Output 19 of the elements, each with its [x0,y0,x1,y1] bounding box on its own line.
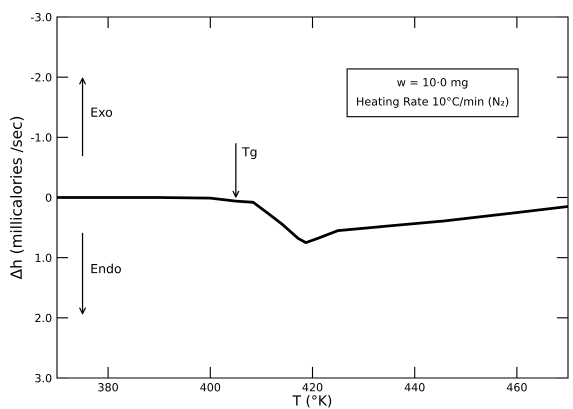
annotation: Tg [242,147,256,160]
y-axis-title: Δh (millicalories /sec) [10,116,24,280]
y-tick-label: 1.0 [36,254,52,262]
y-tick-label: 2.0 [35,314,52,322]
x-tick-label: 440 [404,383,425,392]
annotation: Endo [91,264,121,274]
x-tick-label: 380 [98,383,118,392]
annotation: w = 10·0 mg [397,78,468,89]
y-tick-label: -3.0 [31,12,52,22]
x-tick-label: 420 [302,383,322,392]
annotation: Exo [91,108,112,117]
annotation: Heating Rate 10°C/min (N₂) [357,97,508,108]
y-tick-label: -1.0 [31,133,52,142]
x-tick-label: 460 [506,383,527,392]
x-axis-title: T (°K) [292,395,332,408]
y-tick-label: -2.0 [31,73,52,82]
y-tick-label: 3.0 [35,374,52,382]
x-tick-label: 400 [200,383,220,392]
y-tick-label: 0 [46,193,52,202]
